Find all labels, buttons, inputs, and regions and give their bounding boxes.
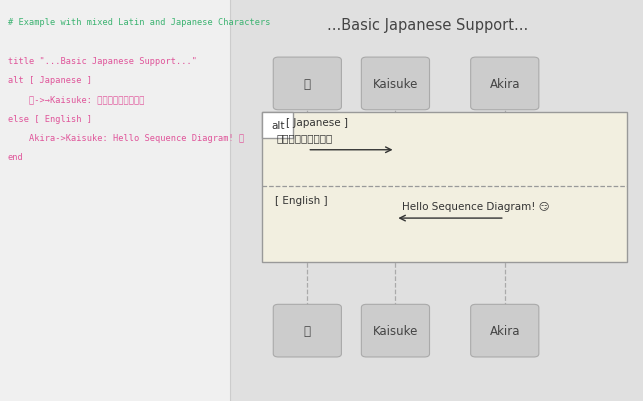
FancyBboxPatch shape — [471, 305, 539, 357]
Text: 見: 見 — [304, 78, 311, 91]
FancyBboxPatch shape — [262, 112, 293, 138]
Text: ...Basic Japanese Support...: ...Basic Japanese Support... — [327, 18, 528, 33]
Text: [ Japanese ]: [ Japanese ] — [286, 117, 348, 127]
Text: ハローシーケンス図: ハローシーケンス図 — [276, 132, 332, 142]
Text: end: end — [8, 153, 23, 162]
FancyBboxPatch shape — [361, 58, 430, 110]
Text: Kaisuke: Kaisuke — [373, 324, 418, 337]
FancyBboxPatch shape — [273, 305, 341, 357]
Text: Kaisuke: Kaisuke — [373, 78, 418, 91]
FancyBboxPatch shape — [262, 112, 627, 263]
FancyBboxPatch shape — [273, 58, 341, 110]
Text: 見: 見 — [304, 324, 311, 337]
Text: Akira->Kaisuke: Hello Sequence Diagram! 😏: Akira->Kaisuke: Hello Sequence Diagram! … — [8, 134, 244, 142]
Text: alt: alt — [271, 120, 284, 130]
Text: 見->→Kaisuke: ハローシーケンス図: 見->→Kaisuke: ハローシーケンス図 — [8, 95, 144, 104]
FancyBboxPatch shape — [0, 0, 230, 401]
Text: title "...Basic Japanese Support...": title "...Basic Japanese Support..." — [8, 57, 197, 65]
Text: # Example with mixed Latin and Japanese Characters: # Example with mixed Latin and Japanese … — [8, 18, 270, 27]
Text: Hello Sequence Diagram! 😏: Hello Sequence Diagram! 😏 — [402, 202, 550, 212]
Text: Akira: Akira — [489, 78, 520, 91]
Text: alt [ Japanese ]: alt [ Japanese ] — [8, 76, 92, 85]
FancyBboxPatch shape — [471, 58, 539, 110]
Text: else [ English ]: else [ English ] — [8, 114, 92, 123]
Text: Akira: Akira — [489, 324, 520, 337]
FancyBboxPatch shape — [361, 305, 430, 357]
Text: [ English ]: [ English ] — [275, 196, 327, 205]
